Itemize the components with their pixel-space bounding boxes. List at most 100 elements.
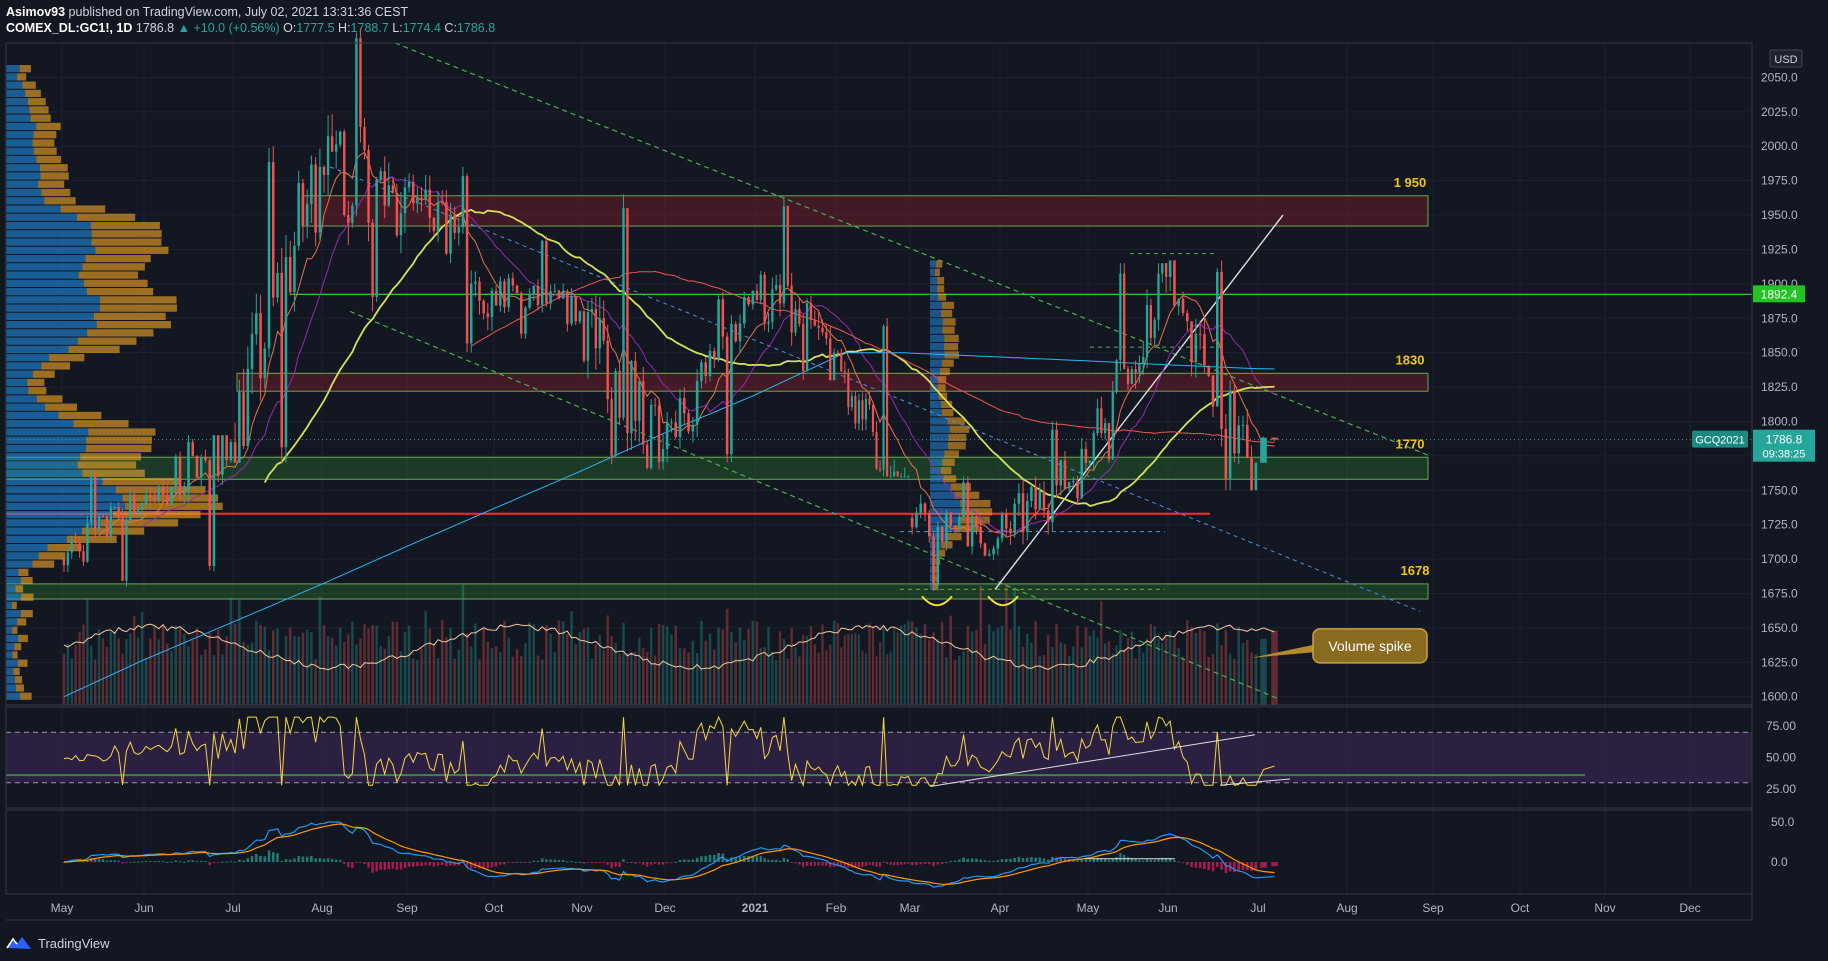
currency-box — [1769, 49, 1803, 68]
macd-histogram-bar — [864, 862, 868, 866]
volume-bar — [893, 627, 896, 705]
profile-bar-sell — [942, 458, 955, 466]
macd-histogram-bar — [630, 861, 633, 863]
profile-bar-buy — [930, 409, 942, 417]
candle-body — [1107, 423, 1111, 460]
time-tick-label: Dec — [654, 901, 675, 915]
rsi-pane[interactable] — [6, 715, 1752, 788]
profile-bar-sell — [14, 643, 22, 651]
macd-histogram-bar — [271, 852, 275, 862]
volume-bar — [182, 633, 186, 705]
macd-histogram-bar — [178, 861, 182, 863]
macd-histogram-bar — [90, 858, 93, 862]
macd-histogram-bar — [1104, 858, 1107, 862]
volume-bar — [276, 628, 279, 705]
volume-bar — [263, 626, 267, 705]
macd-histogram-bar — [1130, 858, 1133, 862]
profile-bar-buy — [6, 651, 13, 659]
time-tick-label: Apr — [991, 901, 1010, 915]
macd-histogram-bar — [713, 854, 716, 862]
macd-histogram-bar — [94, 858, 97, 862]
macd-histogram-bar — [907, 862, 910, 864]
candle-body — [786, 206, 789, 286]
macd-histogram-bar — [759, 856, 762, 862]
volume-bar — [1241, 643, 1245, 705]
macd-histogram-bar — [598, 862, 601, 863]
candle-body — [391, 185, 395, 194]
rsi-tick-label: 25.00 — [1766, 782, 1796, 796]
macd-histogram-bar — [738, 856, 742, 862]
tradingview-brand[interactable]: TradingView — [38, 935, 110, 951]
profile-bar-buy — [6, 238, 92, 246]
macd-histogram-bar — [878, 862, 882, 868]
macd-histogram-bar — [246, 858, 250, 862]
macd-pane[interactable] — [62, 821, 1278, 888]
macd-histogram-bar — [532, 860, 536, 862]
macd-histogram-bar — [121, 862, 124, 864]
author-name[interactable]: Asimov93 — [6, 5, 66, 19]
macd-histogram-bar — [747, 855, 750, 862]
price-tick-label: 1950.0 — [1761, 208, 1798, 222]
candle-body — [536, 285, 540, 305]
volume-bar — [594, 644, 598, 705]
macd-histogram-bar — [1181, 862, 1185, 864]
candle-body — [494, 290, 498, 306]
volume-bar — [1104, 643, 1107, 705]
macd-histogram-bar — [618, 862, 621, 868]
volume-bar — [721, 629, 725, 705]
candle-body — [1177, 298, 1180, 306]
macd-histogram-bar — [284, 859, 288, 862]
macd-histogram-bar — [113, 860, 116, 862]
macd-histogram-bar — [515, 861, 519, 863]
macd-histogram-bar — [536, 860, 540, 862]
volume-bar — [708, 633, 712, 705]
candle-body — [738, 323, 742, 342]
candle-body — [717, 299, 720, 359]
candle-body — [907, 476, 910, 478]
candlesticks[interactable] — [62, 28, 1278, 591]
candle-body — [896, 471, 899, 477]
volume-bar — [919, 633, 922, 705]
profile-bar-sell — [45, 403, 78, 411]
time-tick-label: Dec — [1679, 901, 1700, 915]
macd-tick-label: 0.0 — [1771, 855, 1788, 869]
volume-bar — [524, 643, 527, 705]
candle-body — [949, 513, 952, 527]
volume-bar — [191, 640, 195, 705]
profile-bar-sell — [28, 387, 47, 395]
volume-bar — [288, 627, 292, 705]
candle-body — [903, 476, 906, 478]
candle-body — [486, 313, 490, 317]
volume-bar — [343, 641, 346, 705]
volume-bar — [1173, 635, 1176, 705]
candle-body — [836, 352, 839, 354]
time-axis[interactable]: May Jun Jul Aug Sep Oct Nov Dec 2021 Feb Mar Apr May… — [51, 901, 1701, 915]
macd-histogram-bar — [503, 862, 506, 865]
volume-bar — [375, 625, 378, 705]
candle-body — [618, 370, 621, 418]
macd-histogram-bar — [528, 861, 531, 863]
candle-body — [1153, 319, 1156, 338]
chart-header: Asimov93 published on TradingView.com, J… — [6, 4, 495, 36]
tradingview-logo-icon[interactable] — [6, 936, 32, 950]
volume-bar — [90, 645, 93, 705]
volume-bar — [411, 658, 415, 705]
profile-bar-buy — [6, 692, 21, 700]
macd-histogram-bar — [133, 861, 136, 863]
price-axis[interactable]: USD 2050.0 2025.0 2000.0 1975.0 1950.0 1925.0 1… — [1761, 49, 1803, 869]
macd-histogram-bar — [326, 858, 330, 862]
symbol-label[interactable]: COMEX_DL:GC1!, 1D — [6, 21, 133, 35]
macd-histogram-bar — [1111, 858, 1114, 862]
candle-body — [1055, 429, 1058, 486]
candle-body — [322, 166, 326, 175]
volume-bar — [1157, 638, 1160, 705]
profile-bar-buy — [6, 444, 86, 453]
macd-histogram-bar — [1211, 862, 1215, 872]
macd-histogram-bar — [1190, 862, 1193, 868]
profile-bar-sell — [32, 560, 55, 568]
profile-bar-sell — [942, 326, 955, 334]
volume-bar — [970, 631, 974, 705]
macd-histogram-bar — [465, 862, 469, 868]
macd-histogram-bar — [403, 862, 407, 869]
